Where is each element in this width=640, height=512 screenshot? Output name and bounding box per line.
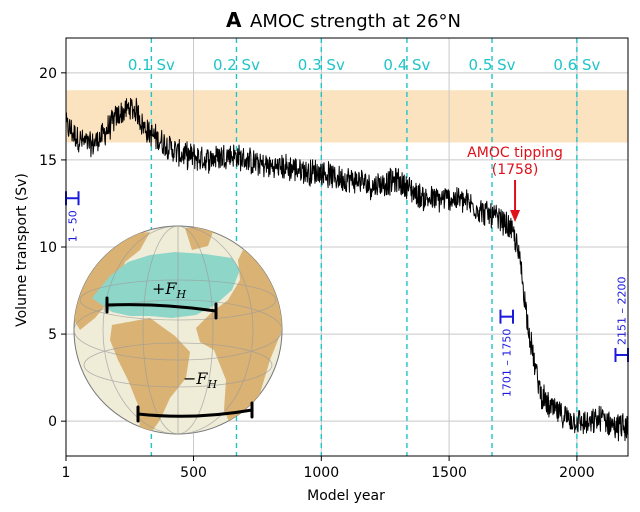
range-label: 1701 – 1750 (501, 329, 514, 397)
x-tick-label: 1500 (431, 465, 467, 481)
tipping-label-line2: (1758) (492, 162, 539, 178)
rate-line-label: 0.6 Sv (553, 56, 600, 74)
amoc-series-line (65, 97, 629, 442)
south-transect (136, 408, 254, 418)
europe-africa-shape (196, 240, 282, 428)
south-flux-label: −FH (183, 369, 218, 391)
y-tick-label: 10 (39, 240, 57, 256)
tipping-annotation: AMOC tipping (1758) (467, 145, 563, 222)
south-america-shape (110, 318, 190, 434)
x-tick-label: 1 (62, 465, 71, 481)
tipping-arrow-head (510, 210, 521, 222)
x-tick-label: 2000 (559, 465, 595, 481)
x-tick-label: 500 (180, 465, 207, 481)
x-axis-ticks: 1 500 1000 1500 2000 (62, 456, 595, 481)
rate-line-label: 0.3 Sv (298, 56, 345, 74)
chart-title: AMOC strength at 26°N (250, 11, 461, 32)
tipping-label-line1: AMOC tipping (467, 145, 563, 161)
greenland-shape (185, 226, 215, 250)
range-label: 1 - 50 (66, 210, 79, 242)
y-tick-label: 5 (48, 327, 57, 343)
averaging-ranges: 1 - 50 1701 – 1750 2151 – 2200 (65, 191, 629, 397)
y-axis-label: Volume transport (Sv) (14, 173, 30, 327)
north-transect (105, 303, 218, 313)
rate-line-label: 0.1 Sv (128, 56, 175, 74)
y-tick-label: 0 (48, 414, 57, 430)
rate-line-label: 0.5 Sv (469, 56, 516, 74)
range-label: 2151 – 2200 (616, 276, 629, 344)
x-tick-label: 1000 (303, 465, 339, 481)
north-flux-label: +FH (152, 279, 187, 301)
observed-range-band (66, 90, 628, 143)
y-axis-ticks: 0 5 10 15 20 (39, 66, 66, 430)
y-tick-label: 15 (39, 153, 57, 169)
rate-line-label: 0.4 Sv (383, 56, 430, 74)
north-atlantic-region (92, 252, 240, 318)
rate-line-label: 0.2 Sv (213, 56, 260, 74)
x-axis-label: Model year (307, 488, 385, 504)
panel-label: A (226, 8, 242, 32)
globe-inset: +FH −FH (73, 225, 283, 435)
y-tick-label: 20 (39, 66, 57, 82)
